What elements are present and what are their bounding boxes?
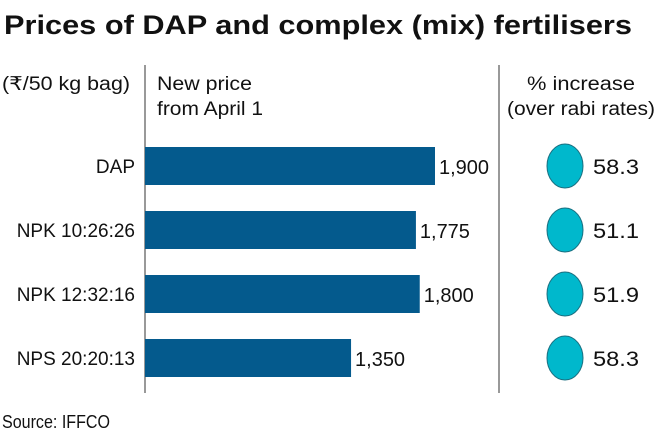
source-note: Source: IFFCO <box>2 412 110 432</box>
pct-value-label: 51.1 <box>593 220 639 243</box>
chart-title: Prices of DAP and complex (mix) fertilis… <box>4 10 632 40</box>
pct-value-label: 58.3 <box>593 348 639 371</box>
bar-value-label: 1,800 <box>424 285 474 307</box>
category-label: NPK 12:32:16 <box>17 285 135 306</box>
pct-header-line1: % increase <box>527 74 635 95</box>
pct-circle <box>546 271 584 317</box>
unit-label: (₹/50 kg bag) <box>2 74 130 95</box>
category-label: DAP <box>96 157 135 178</box>
bar <box>145 147 435 185</box>
bar-value-label: 1,775 <box>420 221 470 243</box>
bar-value-label: 1,900 <box>439 157 489 179</box>
pct-value-label: 51.9 <box>593 284 639 307</box>
category-label: NPK 10:26:26 <box>17 221 135 242</box>
pct-circle <box>546 335 584 381</box>
pct-circle <box>546 143 584 189</box>
pct-circle <box>546 207 584 253</box>
bar-header-line2: from April 1 <box>157 99 263 120</box>
pct-header-line2: (over rabi rates) <box>507 99 655 120</box>
pct-value-label: 58.3 <box>593 156 639 179</box>
bar-header-line1: New price <box>157 74 252 95</box>
bar <box>145 275 420 313</box>
bar-value-label: 1,350 <box>355 349 405 371</box>
bar <box>145 211 416 249</box>
bar <box>145 339 352 377</box>
category-label: NPS 20:20:13 <box>17 349 135 370</box>
